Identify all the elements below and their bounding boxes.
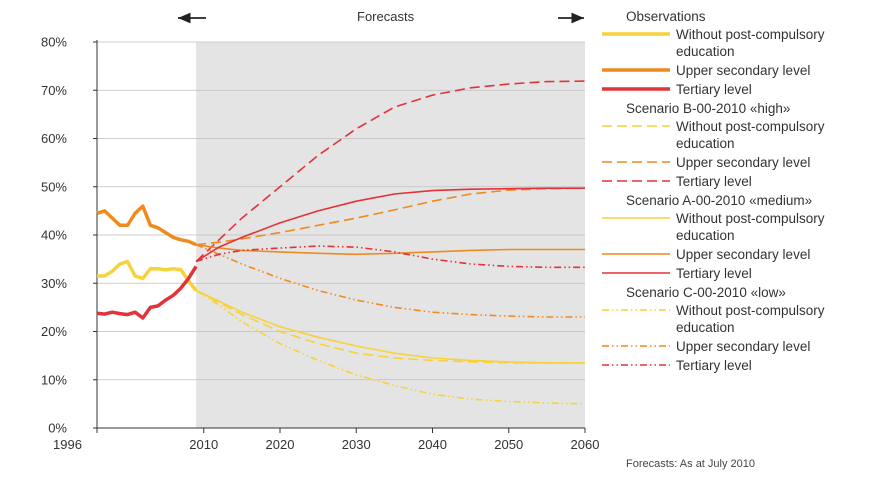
x-tick-label: 2020 bbox=[266, 437, 295, 452]
legend-item: Upper secondary level bbox=[602, 338, 879, 355]
legend-swatch bbox=[602, 68, 670, 72]
series-line-group2-1 bbox=[195, 243, 585, 256]
legend-item: Without post-compulsory education bbox=[602, 26, 879, 60]
series-line-group0-0 bbox=[97, 259, 198, 292]
legend-swatch bbox=[602, 161, 670, 163]
y-tick-label: 80% bbox=[41, 35, 67, 50]
legend-item: Tertiary level bbox=[602, 265, 879, 282]
legend-label: Without post-compulsory education bbox=[676, 27, 825, 59]
series-line-group1-2 bbox=[195, 80, 586, 263]
x-tick-label: 2010 bbox=[189, 437, 218, 452]
x-tick-label: 2030 bbox=[342, 437, 371, 452]
series-line-group3-2 bbox=[195, 245, 585, 269]
legend-swatch bbox=[602, 345, 670, 347]
legend-item: Without post-compulsory education bbox=[602, 118, 879, 152]
legend-label: Upper secondary level bbox=[676, 247, 811, 262]
legend-item: Tertiary level bbox=[602, 81, 879, 98]
y-tick-label: 70% bbox=[41, 83, 67, 98]
series-line-group0-1 bbox=[96, 204, 197, 247]
series-line-group0-2 bbox=[96, 265, 198, 320]
series-line-group3-0 bbox=[195, 289, 586, 405]
legend-group-title: Scenario A-00-2010 «medium» bbox=[626, 193, 813, 208]
legend-item: Tertiary level bbox=[602, 357, 879, 374]
legend-swatch bbox=[602, 309, 670, 311]
legend-label: Without post-compulsory education bbox=[676, 303, 825, 335]
legend-label: Without post-compulsory education bbox=[676, 211, 825, 243]
y-tick-label: 10% bbox=[41, 372, 67, 387]
legend-item: Upper secondary level bbox=[602, 62, 879, 79]
legend-group: Observations Without post-compulsory educ… bbox=[602, 8, 879, 98]
legend-label: Upper secondary level bbox=[676, 155, 811, 170]
legend-swatch bbox=[602, 125, 670, 127]
series-line-group1-1 bbox=[196, 187, 586, 246]
legend-item: Without post-compulsory education bbox=[602, 210, 879, 244]
legend-label: Tertiary level bbox=[676, 174, 752, 189]
legend-label: Tertiary level bbox=[676, 82, 752, 97]
legend-label: Tertiary level bbox=[676, 358, 752, 373]
chart: 0% 10% 20% 30% 40% 50% 60% 70% 80% 1996 2010 2020 20… bbox=[41, 9, 600, 452]
legend-item: Tertiary level bbox=[602, 173, 879, 190]
y-tick-label: 60% bbox=[41, 131, 67, 146]
legend-group: Scenario B-00-2010 «high» Without post-co… bbox=[602, 100, 879, 190]
y-tick-label: 0% bbox=[48, 421, 67, 436]
forecast-label: Forecasts bbox=[357, 9, 415, 24]
y-tick-label: 50% bbox=[41, 179, 67, 194]
x-tick-label: 2050 bbox=[494, 437, 523, 452]
series-line-group2-2 bbox=[195, 187, 585, 263]
legend-label: Without post-compulsory education bbox=[676, 119, 825, 151]
legend-swatch bbox=[602, 364, 670, 366]
legend-group-title: Scenario C-00-2010 «low» bbox=[626, 285, 786, 300]
x-tick-label: 2040 bbox=[418, 437, 447, 452]
legend-group: Scenario C-00-2010 «low» Without post-com… bbox=[602, 284, 879, 374]
legend-label: Upper secondary level bbox=[676, 339, 811, 354]
x-tick-label: 1996 bbox=[53, 437, 82, 452]
footnote: Forecasts: As at July 2010 bbox=[626, 458, 756, 470]
legend-label: Tertiary level bbox=[676, 266, 752, 281]
y-tick-label: 20% bbox=[41, 324, 67, 339]
legend-swatch bbox=[602, 180, 670, 182]
legend-group-title: Scenario B-00-2010 «high» bbox=[626, 101, 791, 116]
legend-swatch bbox=[602, 253, 670, 255]
legend-label: Upper secondary level bbox=[676, 63, 811, 78]
legend-swatch bbox=[602, 87, 670, 91]
legend-swatch bbox=[602, 217, 670, 219]
series-line-group3-1 bbox=[195, 243, 585, 318]
series-line-group1-0 bbox=[195, 289, 585, 364]
legend-group-title: Observations bbox=[626, 9, 706, 24]
legend-item: Without post-compulsory education bbox=[602, 302, 879, 336]
series-line-group2-0 bbox=[195, 289, 585, 364]
legend-group: Scenario A-00-2010 «medium» Without post-… bbox=[602, 192, 879, 282]
y-tick-label: 30% bbox=[41, 276, 67, 291]
y-tick-label: 40% bbox=[41, 228, 67, 243]
legend-item: Upper secondary level bbox=[602, 154, 879, 171]
legend-swatch bbox=[602, 32, 670, 36]
legend: Observations Without post-compulsory educ… bbox=[602, 8, 879, 376]
legend-item: Upper secondary level bbox=[602, 246, 879, 263]
legend-swatch bbox=[602, 272, 670, 274]
x-tick-label: 2060 bbox=[571, 437, 600, 452]
